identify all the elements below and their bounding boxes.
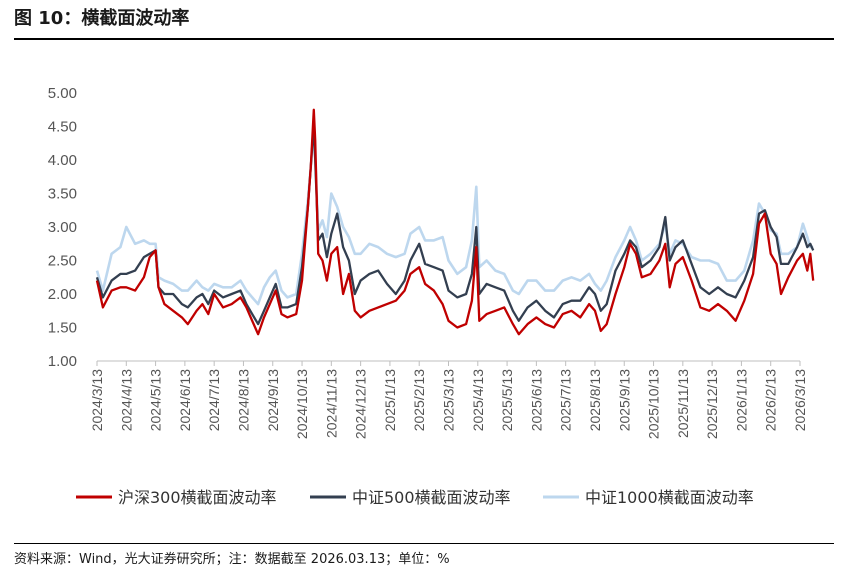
y-tick-label: 4.00 (48, 152, 77, 169)
title-rule (14, 38, 834, 40)
legend: 沪深300横截面波动率 中证500横截面波动率 中证1000横截面波动率 (76, 488, 754, 507)
y-tick-label: 5.00 (48, 85, 77, 102)
hs300-line (95, 108, 815, 336)
legend-label: 中证1000横截面波动率 (585, 488, 754, 507)
y-tick-label: 2.00 (48, 286, 77, 303)
y-tick-label: 3.50 (48, 186, 77, 203)
y-tick-label: 2.50 (48, 253, 77, 270)
x-axis-ticks: 2024/3/13 2024/4/13 2024/5/13 2024/6/13 2024… (89, 361, 808, 439)
x-tick-label: 2025/5/13 (499, 369, 515, 431)
x-tick-label: 2025/9/13 (616, 369, 632, 431)
figure-title: 图 10：横截面波动率 (14, 8, 190, 29)
x-tick-label: 2025/3/13 (441, 369, 457, 431)
x-tick-label: 2026/1/13 (733, 369, 749, 431)
x-tick-label: 2025/1/13 (382, 369, 398, 431)
x-tick-label: 2025/12/13 (704, 369, 720, 439)
x-tick-label: 2024/10/13 (294, 369, 310, 439)
x-tick-label: 2025/8/13 (587, 369, 603, 431)
x-tick-label: 2024/11/13 (323, 369, 339, 438)
x-tick-label: 2025/10/13 (646, 369, 662, 439)
y-tick-label: 4.50 (48, 119, 77, 136)
series-lines (95, 108, 815, 336)
x-tick-label: 2025/4/13 (470, 369, 486, 431)
x-tick-label: 2026/2/13 (763, 369, 779, 431)
x-tick-label: 2024/9/13 (265, 369, 281, 431)
y-axis-ticks: 1.00 1.50 2.00 2.50 3.00 3.50 4.00 4.50 5.00 (48, 85, 77, 370)
y-tick-label: 3.00 (48, 219, 77, 236)
legend-label: 沪深300横截面波动率 (118, 488, 277, 507)
x-tick-label: 2024/4/13 (118, 369, 134, 431)
zz1000-line (95, 131, 814, 306)
legend-label: 中证500横截面波动率 (352, 488, 511, 507)
line-chart: 1.00 1.50 2.00 2.50 3.00 3.50 4.00 4.50 5.00 202… (48, 85, 815, 507)
zz500-line (95, 122, 815, 326)
y-tick-label: 1.00 (48, 353, 77, 370)
x-tick-label: 2025/2/13 (411, 369, 427, 431)
y-tick-label: 1.50 (48, 320, 77, 337)
x-tick-label: 2026/3/13 (792, 369, 808, 431)
x-tick-label: 2024/12/13 (353, 369, 369, 439)
x-tick-label: 2024/7/13 (206, 369, 222, 431)
source-note: 资料来源：Wind，光大证券研究所；注：数据截至 2026.03.13；单位：% (14, 552, 450, 567)
x-tick-label: 2024/3/13 (89, 369, 105, 431)
x-tick-label: 2024/6/13 (177, 369, 193, 431)
x-tick-label: 2024/5/13 (148, 369, 164, 431)
x-tick-label: 2025/6/13 (528, 369, 544, 431)
source-rule (14, 543, 834, 544)
x-tick-label: 2025/11/13 (675, 369, 691, 438)
x-tick-label: 2025/7/13 (558, 369, 574, 431)
x-tick-label: 2024/8/13 (235, 369, 251, 431)
